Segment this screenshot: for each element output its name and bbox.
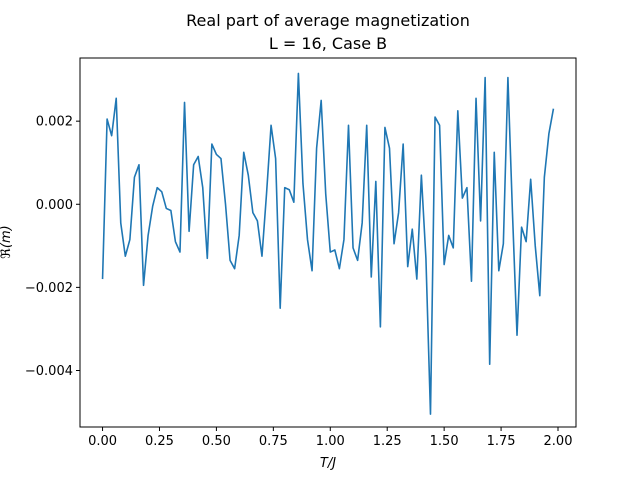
x-tick-label: 1.25 bbox=[373, 434, 402, 449]
y-tick-label: −0.002 bbox=[25, 281, 73, 296]
y-axis-label: ℜ(m) bbox=[0, 225, 14, 258]
y-axis-ticks: −0.004 −0.002 0.000 0.002 bbox=[25, 115, 80, 379]
x-tick-label: 0.00 bbox=[88, 434, 117, 449]
chart-subtitle: L = 16, Case B bbox=[269, 34, 387, 53]
x-tick-label: 0.50 bbox=[202, 434, 231, 449]
axes-frame bbox=[79, 57, 577, 428]
chart-title: Real part of average magnetization bbox=[186, 11, 470, 30]
x-tick-label: 1.75 bbox=[487, 434, 516, 449]
x-tick-label: 2.00 bbox=[544, 434, 573, 449]
x-axis-ticks: 0.00 0.25 0.50 0.75 1.00 1.25 1.50 1.75 2.00 bbox=[88, 427, 572, 449]
x-tick-label: 1.00 bbox=[316, 434, 345, 449]
y-tick-label: −0.004 bbox=[25, 364, 73, 379]
y-tick-label: 0.002 bbox=[36, 115, 73, 130]
y-tick-label: 0.000 bbox=[36, 198, 73, 213]
x-tick-label: 0.75 bbox=[259, 434, 288, 449]
series-line bbox=[101, 72, 555, 415]
x-tick-label: 1.50 bbox=[430, 434, 459, 449]
plot-area bbox=[101, 72, 555, 415]
x-axis-label: T/J bbox=[320, 456, 336, 471]
x-tick-label: 0.25 bbox=[145, 434, 174, 449]
